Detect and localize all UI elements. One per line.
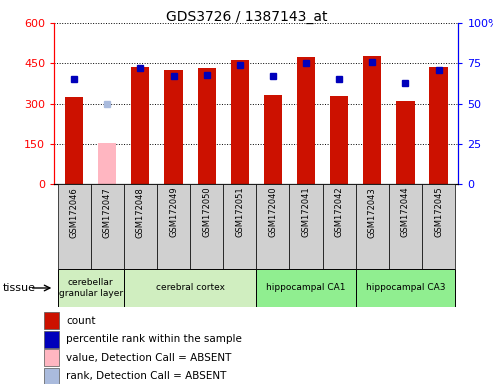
Text: cerebellar
granular layer: cerebellar granular layer: [59, 278, 123, 298]
Text: GSM172047: GSM172047: [103, 187, 112, 238]
Text: cerebral cortex: cerebral cortex: [156, 283, 225, 293]
Bar: [330, 96, 349, 184]
Text: hippocampal CA3: hippocampal CA3: [366, 283, 445, 293]
Text: GSM172042: GSM172042: [335, 187, 344, 237]
Text: GSM172041: GSM172041: [302, 187, 311, 237]
Bar: [264, 95, 282, 184]
Bar: [124, 184, 157, 269]
Text: GSM172045: GSM172045: [434, 187, 443, 237]
Bar: [356, 184, 389, 269]
Bar: [389, 184, 422, 269]
Bar: [58, 269, 124, 307]
Text: count: count: [66, 316, 96, 326]
Bar: [124, 269, 256, 307]
Bar: [44, 331, 59, 348]
Bar: [297, 58, 315, 184]
Bar: [44, 368, 59, 384]
Text: GSM172043: GSM172043: [368, 187, 377, 238]
Bar: [223, 184, 256, 269]
Text: GSM172044: GSM172044: [401, 187, 410, 237]
Bar: [91, 184, 124, 269]
Bar: [256, 269, 356, 307]
Bar: [65, 97, 83, 184]
Text: GSM172046: GSM172046: [70, 187, 78, 238]
Text: GSM172050: GSM172050: [202, 187, 211, 237]
Bar: [44, 313, 59, 329]
Text: GSM172040: GSM172040: [268, 187, 278, 237]
Bar: [164, 70, 182, 184]
Text: hippocampal CA1: hippocampal CA1: [266, 283, 346, 293]
Bar: [396, 101, 415, 184]
Text: GSM172048: GSM172048: [136, 187, 145, 238]
Bar: [231, 60, 249, 184]
Text: GSM172051: GSM172051: [235, 187, 245, 237]
Bar: [422, 184, 455, 269]
Bar: [289, 184, 322, 269]
Text: GDS3726 / 1387143_at: GDS3726 / 1387143_at: [166, 10, 327, 23]
Bar: [322, 184, 356, 269]
Bar: [58, 184, 91, 269]
Bar: [98, 143, 116, 184]
Text: value, Detection Call = ABSENT: value, Detection Call = ABSENT: [66, 353, 231, 363]
Text: rank, Detection Call = ABSENT: rank, Detection Call = ABSENT: [66, 371, 226, 381]
Bar: [131, 68, 149, 184]
Bar: [157, 184, 190, 269]
Bar: [429, 66, 448, 184]
Text: percentile rank within the sample: percentile rank within the sample: [66, 334, 242, 344]
Text: tissue: tissue: [2, 283, 35, 293]
Bar: [198, 68, 216, 184]
Text: GSM172049: GSM172049: [169, 187, 178, 237]
Bar: [356, 269, 455, 307]
Bar: [363, 56, 382, 184]
Bar: [256, 184, 289, 269]
Bar: [44, 349, 59, 366]
Bar: [190, 184, 223, 269]
